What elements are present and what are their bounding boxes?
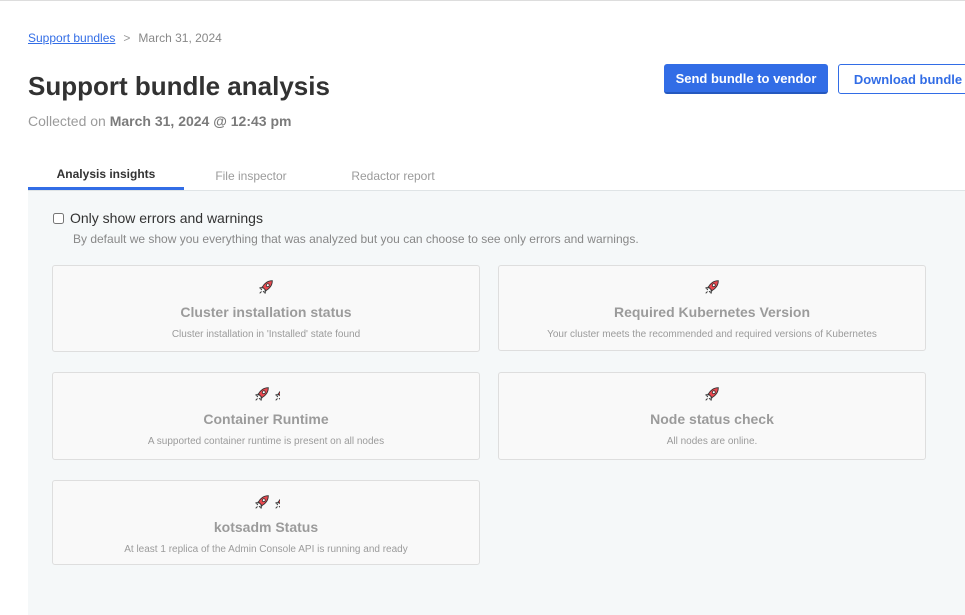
- insight-description: A supported container runtime is present…: [147, 436, 385, 447]
- insight-title: Cluster installation status: [180, 304, 352, 320]
- insight-icons: [53, 493, 479, 513]
- insight-title: Container Runtime: [203, 411, 329, 427]
- insight-icons: [499, 278, 925, 298]
- rocket-icon: [253, 493, 271, 513]
- insight-card: Node status check All nodes are online.: [498, 372, 926, 460]
- insight-icons: [499, 385, 925, 405]
- page-title: Support bundle analysis: [28, 71, 330, 101]
- filter-label: Only show errors and warnings: [70, 210, 263, 226]
- insight-card: Required Kubernetes Version Your cluster …: [498, 265, 926, 351]
- tab-bar: Analysis insights File inspector Redacto…: [28, 161, 965, 191]
- tab-redactor-report[interactable]: Redactor report: [351, 168, 435, 183]
- insight-description: All nodes are online.: [666, 436, 758, 447]
- errors-warnings-filter[interactable]: Only show errors and warnings: [53, 210, 263, 226]
- breadcrumb-support-bundles-link[interactable]: Support bundles: [28, 31, 116, 45]
- errors-warnings-checkbox[interactable]: [53, 212, 64, 224]
- analysis-panel: Only show errors and warnings By default…: [28, 191, 965, 615]
- collected-value: March 31, 2024 @ 12:43 pm: [109, 113, 292, 129]
- insight-title: Node status check: [650, 411, 774, 427]
- filter-help-text: By default we show you everything that w…: [73, 232, 639, 246]
- tab-file-inspector[interactable]: File inspector: [215, 168, 287, 183]
- insight-description: At least 1 replica of the Admin Console …: [124, 544, 408, 555]
- insight-description: Cluster installation in 'Installed' stat…: [171, 329, 361, 340]
- collected-prefix: Collected on: [28, 113, 106, 129]
- insight-description: Your cluster meets the recommended and r…: [547, 329, 877, 340]
- breadcrumb-current: March 31, 2024: [138, 31, 222, 45]
- rocket-icon: [703, 278, 721, 298]
- rocket-icon: [257, 278, 275, 298]
- rocket-icon: [273, 493, 280, 513]
- download-bundle-button[interactable]: Download bundle: [838, 64, 965, 94]
- insight-title: Required Kubernetes Version: [613, 304, 811, 320]
- insight-card: Cluster installation status Cluster insta…: [52, 265, 480, 352]
- rocket-icon: [703, 385, 721, 405]
- insight-card: Container Runtime A supported container r…: [52, 372, 480, 460]
- breadcrumb: Support bundles > March 31, 2024: [28, 31, 222, 45]
- tab-analysis-insights[interactable]: Analysis insights: [28, 161, 184, 190]
- insight-icons: [53, 385, 479, 405]
- insight-title: kotsadm Status: [213, 519, 319, 535]
- breadcrumb-separator: >: [123, 31, 131, 45]
- insight-icons: [53, 278, 479, 298]
- insight-card: kotsadm Status At least 1 replica of the …: [52, 480, 480, 565]
- collected-date: Collected on March 31, 2024 @ 12:43 pm: [28, 113, 291, 129]
- rocket-icon: [273, 385, 280, 405]
- send-bundle-to-vendor-button[interactable]: Send bundle to vendor: [664, 64, 828, 94]
- rocket-icon: [253, 385, 271, 405]
